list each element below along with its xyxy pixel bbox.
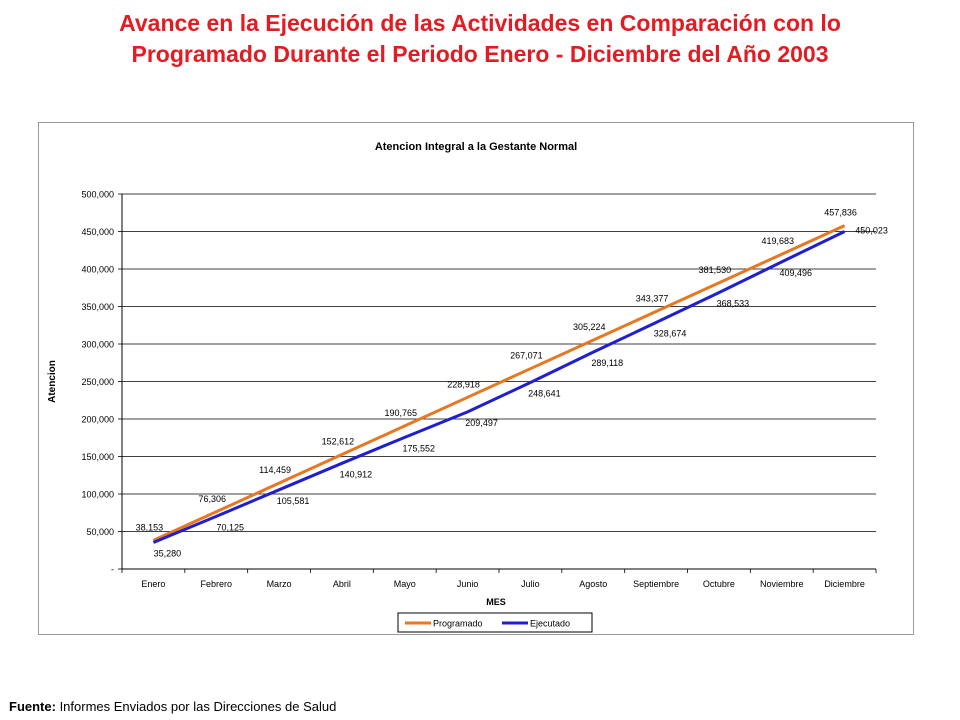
data-label-programado: 267,071	[510, 351, 543, 361]
x-tick-label: Agosto	[579, 579, 607, 589]
y-tick-label: 500,000	[81, 190, 114, 200]
y-axis-title: Atencion	[47, 360, 58, 403]
data-label-ejecutado: 35,280	[154, 549, 182, 559]
x-tick-label: Febrero	[200, 579, 232, 589]
x-tick-label: Octubre	[703, 579, 735, 589]
source-label: Fuente:	[9, 699, 56, 714]
data-label-programado: 457,836	[824, 208, 857, 218]
y-tick-label: 50,000	[86, 527, 114, 537]
y-tick-label: 200,000	[81, 415, 114, 425]
y-tick-label: 250,000	[81, 377, 114, 387]
data-label-programado: 190,765	[384, 408, 417, 418]
data-label-ejecutado: 140,912	[340, 469, 373, 479]
data-label-programado: 38,153	[136, 522, 164, 532]
data-label-programado: 305,224	[573, 322, 606, 332]
series-line-programado	[152, 224, 846, 542]
heading-line-1: Avance en la Ejecución de las Actividade…	[119, 10, 841, 36]
y-tick-label: 100,000	[81, 490, 114, 500]
page-heading: Avance en la Ejecución de las Actividade…	[0, 8, 960, 70]
x-tick-label: Noviembre	[760, 579, 804, 589]
data-label-ejecutado: 409,496	[779, 268, 812, 278]
series-line-ejecutado	[152, 230, 846, 544]
chart-frame	[38, 122, 914, 635]
data-label-programado: 381,530	[699, 265, 732, 275]
y-tick-label: 150,000	[81, 452, 114, 462]
data-label-programado: 152,612	[322, 437, 355, 447]
legend-label-ejecutado: Ejecutado	[530, 619, 570, 629]
x-tick-label: Enero	[141, 579, 165, 589]
data-label-ejecutado: 175,552	[402, 443, 435, 453]
data-label-ejecutado: 450,023	[855, 225, 888, 235]
y-tick-label: -	[111, 565, 114, 575]
data-label-ejecutado: 328,674	[654, 328, 687, 338]
x-tick-label: Mayo	[394, 579, 416, 589]
x-tick-label: Julio	[521, 579, 540, 589]
y-tick-label: 400,000	[81, 265, 114, 275]
y-tick-label: 300,000	[81, 340, 114, 350]
x-axis-title: MES	[486, 597, 506, 607]
data-label-ejecutado: 289,118	[591, 358, 623, 368]
data-label-programado: 228,918	[447, 379, 480, 389]
data-label-ejecutado: 70,125	[216, 522, 244, 532]
data-label-ejecutado: 209,497	[465, 418, 498, 428]
data-label-ejecutado: 105,581	[277, 496, 310, 506]
data-label-programado: 419,683	[761, 236, 794, 246]
legend-box	[397, 612, 593, 633]
x-tick-label: Diciembre	[824, 579, 865, 589]
data-label-programado: 76,306	[198, 494, 226, 504]
source-footer: Fuente: Informes Enviados por las Direcc…	[9, 699, 336, 714]
x-tick-label: Junio	[457, 579, 479, 589]
x-tick-label: Abril	[333, 579, 351, 589]
data-label-programado: 343,377	[636, 293, 669, 303]
y-tick-label: 350,000	[81, 302, 114, 312]
data-label-ejecutado: 248,641	[528, 389, 561, 399]
x-tick-label: Marzo	[267, 579, 292, 589]
data-label-ejecutado: 368,533	[717, 299, 750, 309]
source-text: Informes Enviados por las Direcciones de…	[55, 699, 337, 714]
heading-line-2: Programado Durante el Periodo Enero - Di…	[131, 41, 829, 67]
legend-label-programado: Programado	[433, 619, 483, 629]
data-label-programado: 114,459	[259, 465, 291, 475]
x-tick-label: Septiembre	[633, 579, 679, 589]
chart-title: Atencion Integral a la Gestante Normal	[375, 141, 577, 153]
y-tick-label: 450,000	[81, 227, 114, 237]
